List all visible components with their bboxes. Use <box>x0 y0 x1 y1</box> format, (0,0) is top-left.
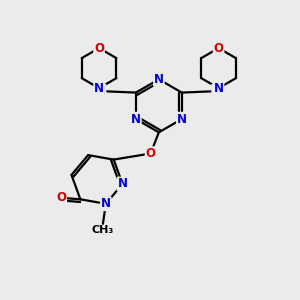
Text: N: N <box>212 85 222 98</box>
Text: O: O <box>94 42 104 55</box>
Text: O: O <box>56 191 66 204</box>
Text: N: N <box>131 112 141 126</box>
Text: N: N <box>94 82 104 95</box>
Text: N: N <box>177 112 187 126</box>
Text: N: N <box>214 82 224 95</box>
Text: N: N <box>96 85 106 98</box>
Text: N: N <box>101 197 111 210</box>
Text: CH₃: CH₃ <box>92 225 114 235</box>
Text: O: O <box>214 42 224 55</box>
Text: N: N <box>154 73 164 86</box>
Text: N: N <box>118 177 128 190</box>
Text: O: O <box>146 147 156 160</box>
